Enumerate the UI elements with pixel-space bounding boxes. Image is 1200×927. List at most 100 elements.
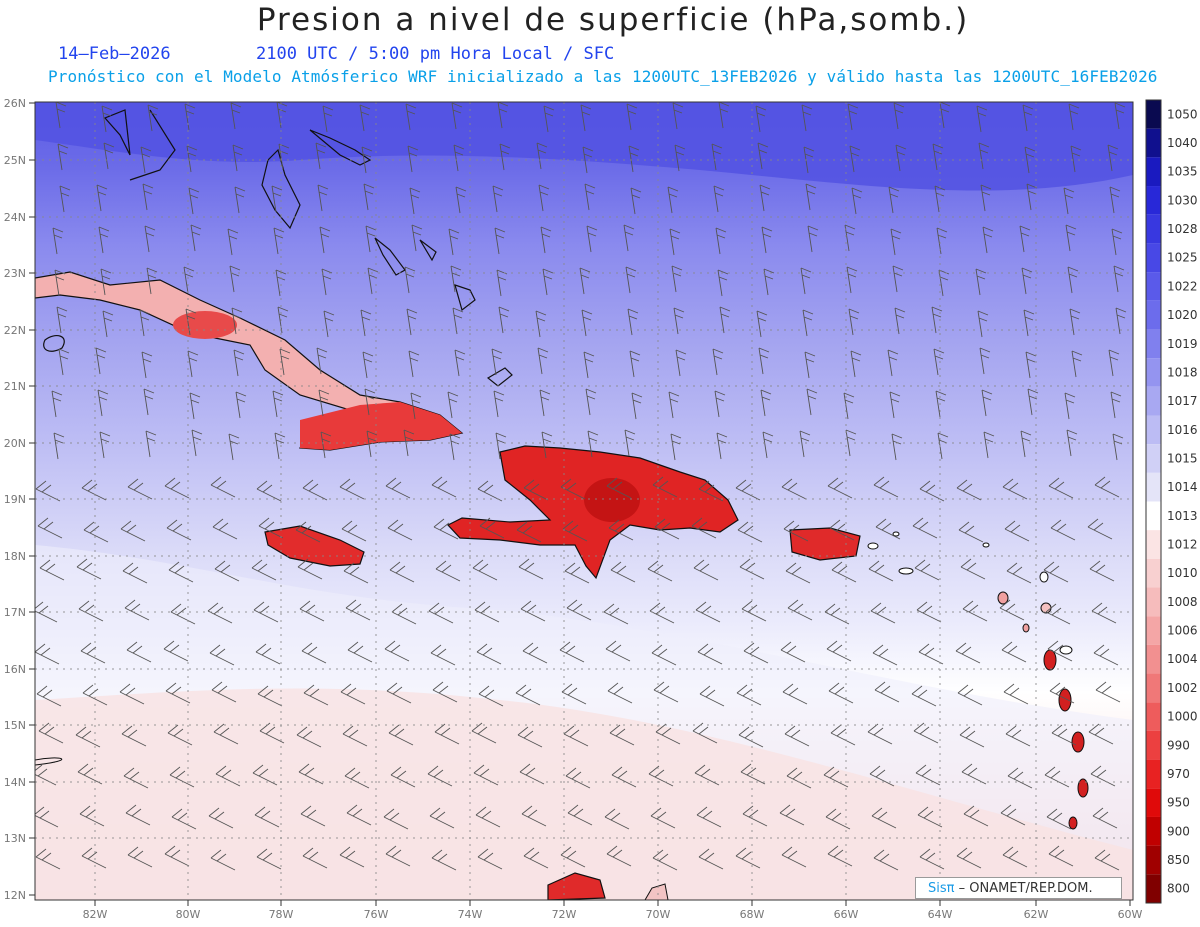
wind-barb	[935, 390, 947, 418]
wind-barb	[211, 681, 237, 703]
wind-barb	[807, 225, 819, 253]
wind-barb	[781, 846, 807, 868]
wind-barb	[271, 185, 283, 213]
wind-barb	[711, 143, 723, 171]
sistpi-logo: Sisπ	[928, 881, 955, 896]
wind-barb	[716, 432, 728, 460]
lon-label: 68W	[740, 908, 765, 921]
legend-swatch	[1146, 128, 1161, 158]
wind-barb	[756, 310, 768, 338]
wind-barb	[873, 849, 899, 871]
wind-barb	[931, 306, 943, 334]
wind-barb	[647, 560, 673, 582]
wind-barb	[170, 603, 196, 625]
legend-label: 1002	[1167, 681, 1198, 695]
wind-barb	[360, 309, 372, 337]
legend-swatch	[1146, 558, 1161, 588]
wind-barb	[606, 477, 632, 499]
wind-barb	[300, 805, 326, 827]
wind-barb	[584, 183, 596, 211]
wind-barb	[184, 103, 196, 131]
wind-barb	[611, 766, 637, 788]
south-america-coast	[547, 872, 606, 900]
wind-barb	[1048, 477, 1074, 499]
legend-swatch	[1146, 587, 1161, 617]
wind-barb	[917, 806, 943, 828]
lat-label: 24N	[4, 211, 26, 224]
wind-barb	[97, 389, 109, 417]
wind-barb	[359, 104, 371, 132]
legend-swatch	[1146, 702, 1161, 731]
wind-barb	[57, 143, 69, 171]
wind-barb	[279, 348, 291, 376]
wind-barb	[1109, 186, 1121, 214]
wind-barb	[1048, 845, 1074, 867]
wind-barb	[347, 641, 373, 663]
wind-barb	[760, 389, 772, 417]
wind-barb	[785, 562, 811, 584]
wind-barb	[318, 389, 330, 417]
legend-label: 1015	[1167, 451, 1198, 465]
wind-barb	[655, 723, 681, 745]
lon-axis: 82W 80W 78W 76W 74W 72W 70W 68W 66W 64W …	[83, 908, 1143, 921]
wind-barb	[537, 347, 549, 375]
wind-barb	[453, 144, 465, 172]
wind-barb	[850, 350, 862, 378]
wind-barb	[163, 640, 189, 662]
plot-frame	[34, 101, 1134, 901]
wind-barb	[53, 432, 65, 460]
wind-barb	[231, 307, 243, 335]
wind-barb	[99, 431, 111, 459]
wind-barb	[521, 805, 547, 827]
wind-barb	[956, 479, 982, 501]
legend-label: 900	[1167, 824, 1190, 838]
wind-barb	[35, 643, 60, 665]
wind-barb	[299, 600, 325, 622]
legend-swatch	[1146, 788, 1161, 817]
wind-barb	[939, 102, 951, 129]
wind-barb	[254, 806, 280, 828]
wind-barb	[171, 808, 197, 830]
wind-barb	[189, 392, 201, 420]
wind-barb	[362, 351, 374, 379]
wind-barb	[560, 846, 586, 868]
wind-barb	[958, 521, 984, 543]
wind-barb	[849, 145, 861, 173]
wind-barb	[1023, 309, 1035, 337]
wind-barb	[1087, 518, 1113, 540]
wind-barb	[477, 848, 503, 870]
wind-barb	[918, 643, 944, 665]
wind-barb	[272, 390, 284, 418]
wind-barb	[604, 808, 630, 830]
wind-barb	[252, 764, 278, 786]
wind-barb	[520, 600, 546, 622]
wind-barb	[539, 389, 551, 417]
wind-barb	[256, 848, 282, 870]
wind-barb	[346, 804, 372, 826]
wind-barb	[447, 391, 459, 419]
wind-barb	[296, 726, 322, 748]
wind-barb	[385, 845, 411, 867]
wind-barb	[851, 187, 863, 215]
lon-label: 72W	[552, 908, 577, 921]
wind-barb	[870, 602, 896, 624]
wind-barb	[471, 722, 497, 744]
wind-barb	[895, 144, 907, 172]
wind-barb	[188, 187, 200, 215]
wind-barb	[581, 309, 593, 337]
wind-barb	[474, 601, 500, 623]
wind-barb	[741, 600, 767, 622]
wind-barb	[276, 102, 288, 129]
wind-barb	[1067, 266, 1079, 294]
wind-barb	[1090, 765, 1116, 787]
wind-barb	[523, 847, 549, 869]
legend-swatch	[1146, 272, 1161, 301]
wind-barb	[164, 845, 190, 867]
legend-swatch	[1146, 214, 1161, 244]
wind-barb	[79, 805, 105, 827]
wind-barb	[1088, 723, 1114, 745]
wind-barb	[915, 764, 941, 786]
wind-barb	[540, 226, 552, 254]
lat-label: 25N	[4, 154, 26, 167]
legend-label: 1025	[1167, 251, 1198, 265]
